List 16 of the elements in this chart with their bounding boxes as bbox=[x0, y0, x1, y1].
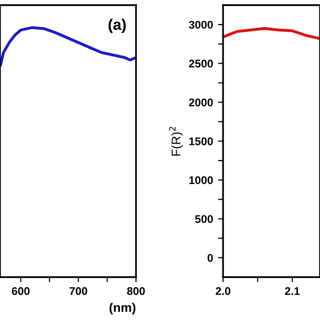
y-tick-label: 1000 bbox=[189, 176, 213, 184]
x-tick-label: 700 bbox=[70, 287, 88, 296]
y-tick-label: 0 bbox=[208, 254, 213, 262]
x-tick-label: 600 bbox=[12, 287, 30, 296]
y-tick-label: 1500 bbox=[189, 137, 213, 146]
x-tick-label: 800 bbox=[127, 287, 145, 296]
annotation: (a) bbox=[108, 18, 126, 33]
y-axis-title: F(R)$^{2}$ bbox=[169, 126, 183, 156]
x-axis-title: (nm) bbox=[110, 302, 136, 314]
y-tick-label: 2500 bbox=[188, 60, 213, 68]
y-tick-label: 3000 bbox=[188, 20, 213, 29]
x-tick-label: 2.0 bbox=[216, 287, 230, 296]
y-tick-label: 500 bbox=[195, 215, 213, 223]
x-tick-label: 2.1 bbox=[284, 287, 300, 295]
y-tick-label: 2000 bbox=[188, 98, 213, 106]
line-series bbox=[223, 27, 320, 40]
